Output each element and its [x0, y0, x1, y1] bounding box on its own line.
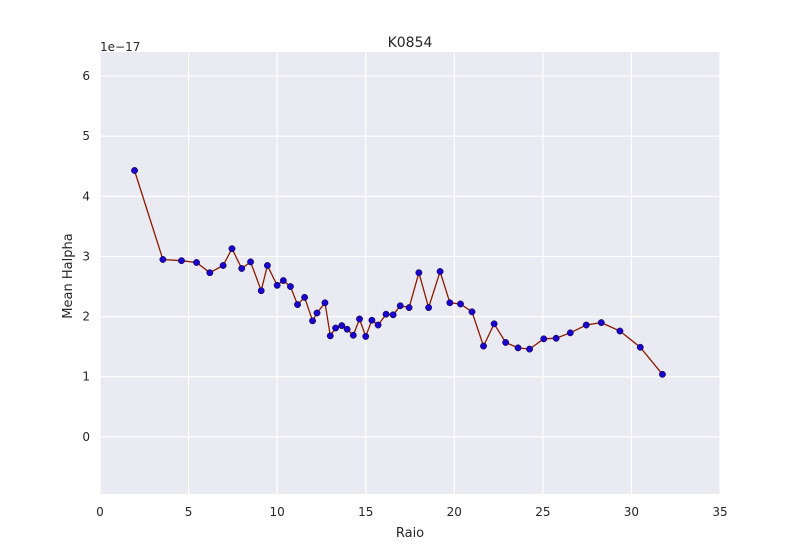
data-point	[436, 268, 444, 275]
data-point	[374, 321, 382, 329]
data-point	[287, 283, 294, 290]
data-point	[193, 259, 200, 266]
data-point	[446, 299, 454, 307]
x-axis-ticks: 0 5 10 15 20 25 30 35	[96, 505, 727, 519]
y-tick-label: 6	[82, 69, 90, 83]
data-point	[238, 265, 246, 272]
x-tick-label: 0	[96, 505, 104, 519]
data-point	[338, 322, 346, 330]
y-tick-label: 4	[82, 189, 90, 203]
data-point	[382, 310, 390, 318]
data-point	[389, 311, 397, 319]
chart-title: K0854	[388, 35, 433, 51]
data-point	[279, 277, 287, 284]
data-point	[396, 302, 404, 310]
data-point	[273, 281, 281, 289]
y-axis-ticks: 0 1 2 3 4 5 6	[82, 69, 90, 444]
grid-lines	[99, 52, 721, 494]
data-point	[480, 342, 487, 350]
y-tick-label: 3	[82, 249, 90, 263]
plot-area	[100, 52, 720, 494]
x-tick-label: 15	[358, 505, 373, 519]
data-point	[502, 339, 510, 346]
data-point	[131, 167, 138, 174]
x-axis-label: Raio	[396, 526, 424, 541]
data-point	[368, 316, 376, 324]
data-point	[309, 317, 316, 325]
x-tick-label: 30	[624, 505, 639, 519]
data-point	[228, 245, 236, 253]
data-point	[582, 321, 590, 329]
data-point	[294, 301, 301, 308]
data-point	[313, 309, 321, 317]
y-axis-label: Mean Halpha	[61, 233, 76, 318]
data-point	[257, 287, 265, 295]
data-point	[349, 331, 357, 339]
data-point	[326, 332, 334, 340]
data-point	[490, 320, 498, 328]
x-tick-label: 35	[712, 505, 727, 519]
data-point	[362, 333, 370, 340]
data-point	[616, 327, 624, 335]
y-tick-label: 5	[82, 129, 90, 143]
y-axis-offset-label: 1e−17	[100, 40, 140, 54]
data-point	[343, 325, 351, 333]
data-point	[263, 262, 271, 269]
data-point	[468, 308, 476, 316]
data-point	[247, 258, 254, 266]
data-point	[659, 370, 666, 378]
data-point	[405, 304, 413, 311]
data-point	[552, 334, 560, 342]
x-tick-label: 5	[185, 505, 193, 519]
data-point	[636, 343, 644, 351]
x-tick-label: 25	[535, 505, 550, 519]
data-point	[356, 315, 363, 323]
data-point	[219, 262, 227, 269]
data-point	[526, 345, 533, 353]
y-tick-label: 2	[82, 310, 90, 324]
data-point	[178, 257, 185, 265]
data-point	[206, 269, 214, 277]
data-point	[540, 335, 548, 343]
data-point	[159, 256, 167, 263]
series	[131, 167, 666, 378]
data-point	[321, 299, 329, 307]
y-tick-label: 1	[82, 370, 90, 384]
data-point	[457, 300, 464, 308]
data-point	[425, 304, 432, 311]
x-tick-label: 10	[270, 505, 285, 519]
data-point	[415, 269, 423, 277]
data-point	[566, 329, 574, 337]
data-point	[301, 293, 308, 301]
data-point	[332, 324, 339, 332]
data-point	[597, 319, 605, 327]
data-point	[514, 344, 522, 352]
x-tick-label: 20	[447, 505, 462, 519]
y-tick-label: 0	[82, 430, 90, 444]
